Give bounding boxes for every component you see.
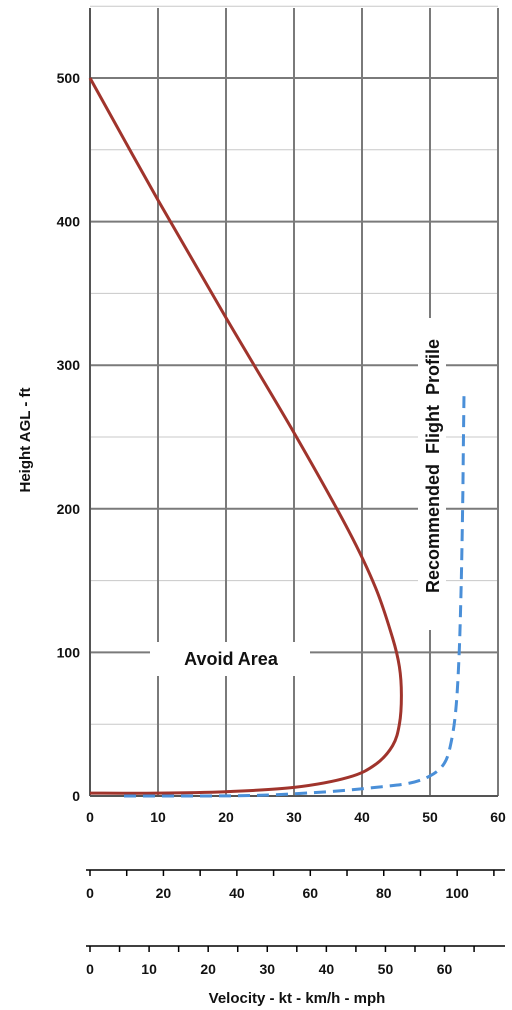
kmh-tick-label: 100 xyxy=(445,885,469,901)
mph-tick-label: 60 xyxy=(437,961,453,977)
flight-profile-label: Recommended Flight Profile xyxy=(423,339,443,593)
mph-tick-label: 10 xyxy=(141,961,157,977)
y-axis-label: Height AGL - ft xyxy=(17,388,34,493)
y-tick-label: 0 xyxy=(72,788,80,804)
kmh-tick-label: 80 xyxy=(376,885,392,901)
y-tick-label: 300 xyxy=(57,357,81,373)
y-tick-label: 100 xyxy=(57,644,81,660)
x-tick-label: 30 xyxy=(286,809,302,825)
mph-scale: 0 10 20 30 40 50 60 xyxy=(86,946,475,977)
avoid-area-label-bg xyxy=(150,642,310,676)
kmh-tick-label: 20 xyxy=(156,885,172,901)
x-tick-label: 20 xyxy=(218,809,234,825)
mph-tick-label: 50 xyxy=(378,961,394,977)
avoid-area-curve xyxy=(88,77,403,795)
x-tick-label: 40 xyxy=(354,809,370,825)
x-tick-label: 10 xyxy=(150,809,166,825)
y-tick-labels: 0 100 200 300 400 500 xyxy=(57,70,81,804)
y-tick-label: 400 xyxy=(57,214,81,230)
y-tick-label: 200 xyxy=(57,501,81,517)
mph-tick-label: 20 xyxy=(200,961,216,977)
x-tick-label: 60 xyxy=(490,809,506,825)
avoid-area-label: Avoid Area xyxy=(184,649,279,669)
x-tick-labels-kt: 0 10 20 30 40 50 60 xyxy=(86,809,506,825)
y-tick-label: 500 xyxy=(57,70,81,86)
kmh-tick-label: 0 xyxy=(86,885,94,901)
flight-profile-label-bg xyxy=(418,318,446,630)
mph-tick-label: 0 xyxy=(86,961,94,977)
x-tick-label: 0 xyxy=(86,809,94,825)
mph-tick-label: 40 xyxy=(319,961,335,977)
x-axis-label: Velocity - kt - km/h - mph xyxy=(209,990,386,1007)
kmh-tick-label: 40 xyxy=(229,885,245,901)
x-tick-label: 50 xyxy=(422,809,438,825)
kmh-tick-label: 60 xyxy=(303,885,319,901)
kmh-scale: 0 20 40 60 80 100 xyxy=(86,870,495,901)
recommended-flight-profile-curve xyxy=(123,393,466,798)
mph-tick-label: 30 xyxy=(259,961,275,977)
